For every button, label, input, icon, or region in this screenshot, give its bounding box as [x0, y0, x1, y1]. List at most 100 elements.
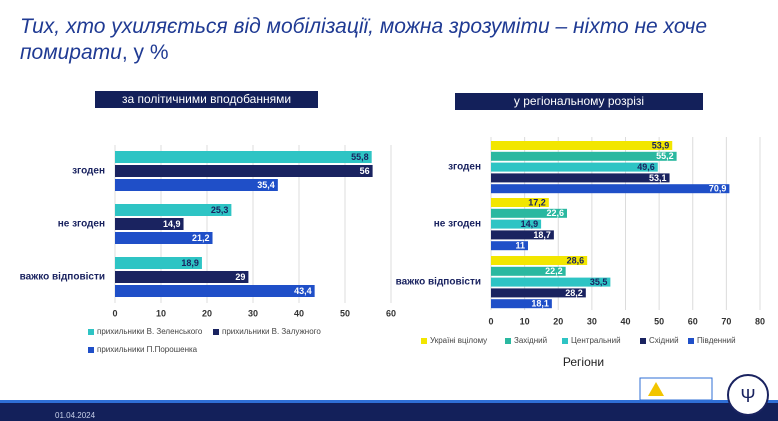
bar — [491, 162, 658, 172]
legend-label: Західний — [514, 336, 547, 345]
value-label: 21,2 — [192, 233, 210, 243]
logo-1 — [639, 377, 713, 401]
x-tick-label: 70 — [721, 316, 731, 326]
panel-header — [455, 93, 703, 110]
x-tick-label: 0 — [112, 308, 117, 318]
bar — [491, 208, 567, 218]
bar — [491, 184, 730, 194]
bar — [491, 151, 677, 161]
category-label: згоден — [448, 162, 481, 173]
x-tick-label: 10 — [520, 316, 530, 326]
bar — [491, 219, 542, 229]
legend-label: прихильники В. Зеленського — [97, 327, 203, 336]
x-tick-label: 80 — [755, 316, 765, 326]
value-label: 28,2 — [565, 288, 583, 298]
x-tick-label: 20 — [553, 316, 563, 326]
legend-label: прихильники П.Порошенка — [97, 345, 198, 354]
value-label: 11 — [515, 241, 525, 251]
value-label: 22,2 — [545, 266, 563, 276]
value-label: 70,9 — [709, 184, 727, 194]
x-tick-label: 30 — [587, 316, 597, 326]
panel-title: за політичними вподобаннями — [122, 92, 291, 106]
value-label: 29 — [235, 272, 245, 282]
x-tick-label: 40 — [294, 308, 304, 318]
bar — [115, 165, 373, 177]
x-tick-label: 20 — [202, 308, 212, 318]
bar — [491, 198, 549, 207]
value-label: 56 — [360, 166, 370, 176]
bar — [115, 204, 232, 216]
category-label: не згоден — [58, 219, 105, 230]
bar — [491, 141, 673, 150]
footer-date: 01.04.2024 — [55, 411, 96, 420]
value-label: 43,4 — [294, 286, 312, 296]
value-label: 28,6 — [567, 255, 585, 265]
footer-band — [0, 403, 778, 421]
value-label: 55,2 — [656, 151, 674, 161]
x-tick-label: 40 — [620, 316, 630, 326]
x-tick-label: 0 — [488, 316, 493, 326]
legend-swatch — [88, 329, 94, 335]
bar — [491, 288, 586, 298]
title-unit: , у % — [121, 41, 169, 64]
category-label: згоден — [72, 166, 105, 177]
x-tick-label: 60 — [688, 316, 698, 326]
bar — [115, 232, 213, 244]
value-label: 18,7 — [533, 230, 551, 240]
bar — [491, 256, 588, 265]
x-tick-label: 60 — [386, 308, 396, 318]
bar — [115, 271, 249, 283]
legend-label: Південний — [697, 336, 736, 345]
bar — [491, 241, 528, 251]
category-label: не згоден — [434, 219, 481, 230]
bar — [115, 179, 278, 191]
x-tick-label: 30 — [248, 308, 258, 318]
legend-label: прихильники В. Залужного — [222, 327, 321, 336]
value-label: 18,1 — [531, 299, 549, 309]
value-label: 53,1 — [649, 173, 667, 183]
legend-label: Україні вцілому — [430, 336, 487, 345]
bar — [115, 151, 372, 163]
bar — [491, 173, 670, 183]
value-label: 53,9 — [652, 140, 670, 150]
footer-line — [0, 400, 778, 403]
bar — [491, 277, 611, 287]
bar — [115, 257, 202, 269]
x-tick-label: 10 — [156, 308, 166, 318]
value-label: 25,3 — [211, 205, 229, 215]
slide-title: Тих, хто ухиляється від мобілізації, мож… — [20, 14, 710, 66]
logo-2-icon: Ψ — [740, 386, 755, 406]
value-label: 35,5 — [590, 277, 608, 287]
x-tick-label: 50 — [654, 316, 664, 326]
bar — [491, 230, 554, 240]
bar — [491, 299, 552, 309]
bar — [491, 266, 566, 276]
legend-swatch — [213, 329, 219, 335]
value-label: 14,9 — [163, 219, 181, 229]
bar — [115, 218, 184, 230]
value-label: 14,9 — [521, 219, 539, 229]
logo-1-icon — [648, 382, 664, 396]
value-label: 49,6 — [637, 162, 655, 172]
legend-swatch — [88, 347, 94, 353]
legend-label: Центральний — [571, 336, 621, 345]
panel-title: у регіональному розрізі — [514, 94, 644, 108]
panel-header — [95, 91, 318, 108]
value-label: 22,6 — [546, 208, 564, 218]
logo-2 — [727, 374, 769, 416]
x-tick-label: 50 — [340, 308, 350, 318]
legend-swatch — [640, 338, 646, 344]
legend-swatch — [421, 338, 427, 344]
legend-swatch — [688, 338, 694, 344]
category-label: важко відповісти — [396, 277, 481, 288]
value-label: 35,4 — [257, 180, 275, 190]
x-axis-label: Регіони — [563, 355, 604, 369]
value-label: 17,2 — [528, 197, 546, 207]
legend-swatch — [562, 338, 568, 344]
title-text: Тих, хто ухиляється від мобілізації, мож… — [20, 15, 708, 64]
legend-swatch — [505, 338, 511, 344]
value-label: 55,8 — [351, 152, 369, 162]
category-label: важко відповісти — [20, 272, 105, 283]
